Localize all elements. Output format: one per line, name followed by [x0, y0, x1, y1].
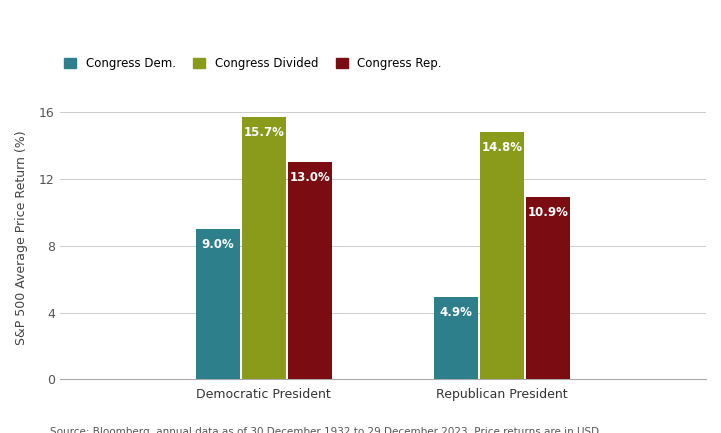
Text: 10.9%: 10.9% — [527, 206, 568, 219]
Legend: Congress Dem., Congress Divided, Congress Rep.: Congress Dem., Congress Divided, Congres… — [60, 53, 446, 75]
Text: 4.9%: 4.9% — [440, 306, 472, 319]
Bar — [288, 162, 332, 379]
Bar — [479, 132, 524, 379]
Text: 14.8%: 14.8% — [482, 141, 523, 154]
Bar — [434, 297, 478, 379]
Text: 9.0%: 9.0% — [201, 238, 234, 251]
Bar — [242, 117, 286, 379]
Bar — [526, 197, 570, 379]
Text: Source: Bloomberg, annual data as of 30 December 1932 to 29 December 2023. Price: Source: Bloomberg, annual data as of 30 … — [50, 427, 603, 433]
Text: 15.7%: 15.7% — [244, 126, 284, 139]
Text: 13.0%: 13.0% — [289, 171, 330, 184]
Y-axis label: S&P 500 Average Price Return (%): S&P 500 Average Price Return (%) — [15, 130, 28, 345]
Bar — [196, 229, 240, 379]
